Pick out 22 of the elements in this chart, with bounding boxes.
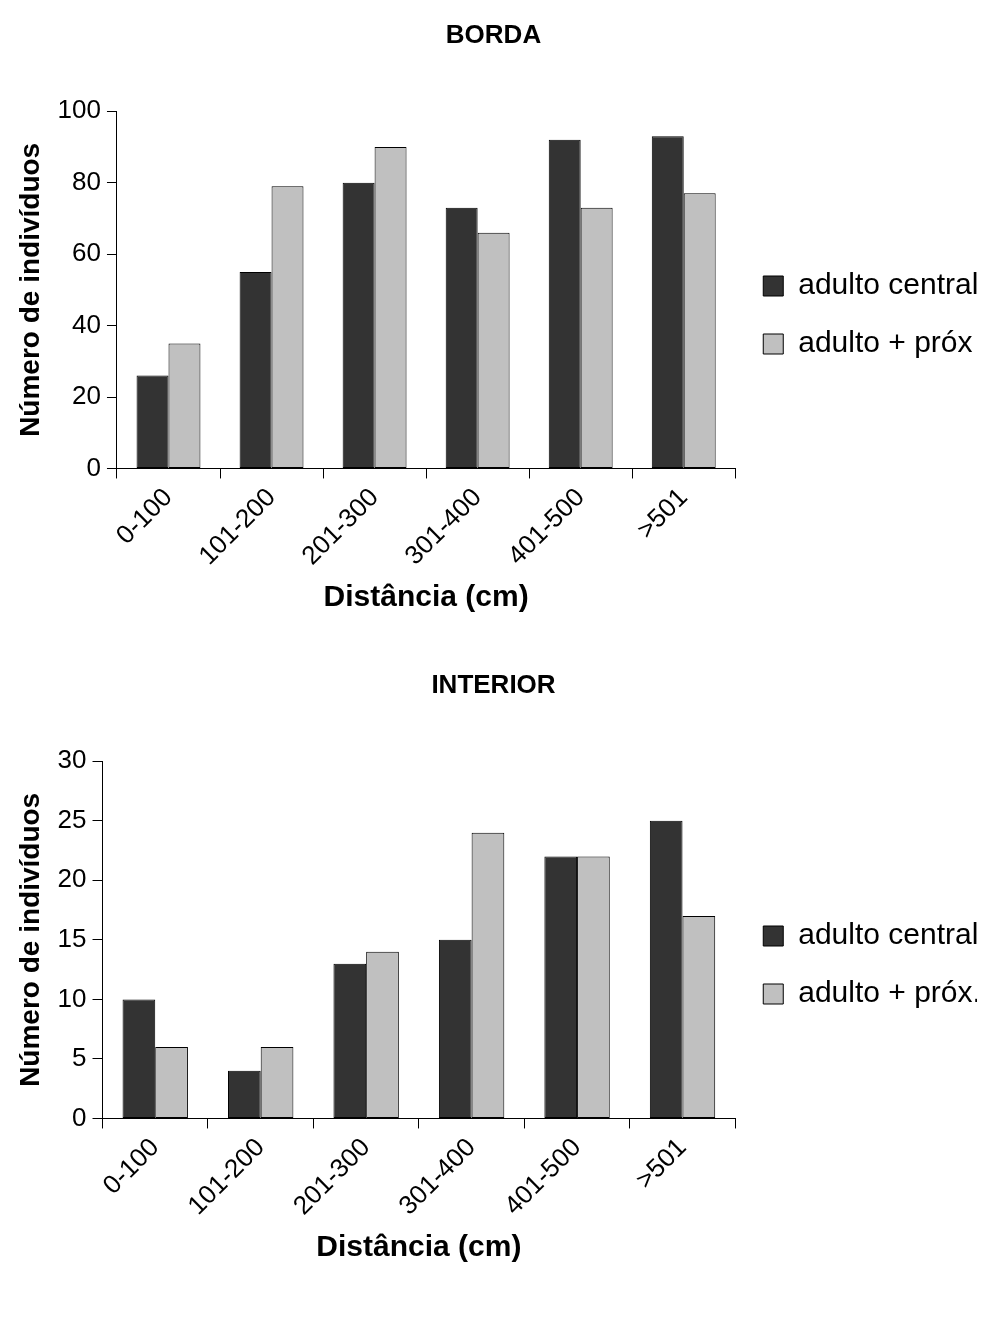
y-tick-label: 25 [57, 803, 87, 834]
y-tick-label: 15 [57, 923, 87, 954]
y-tick-label: 0 [86, 451, 101, 482]
y-tick-label: 40 [72, 308, 101, 339]
y-tick-label: 20 [57, 863, 87, 894]
legend-label: adulto + próx [798, 325, 973, 359]
y-tick-label: 80 [72, 165, 101, 196]
y-tick-label: 20 [72, 380, 101, 411]
chart-title: INTERIOR [431, 668, 556, 699]
chart-title: BORDA [445, 18, 542, 49]
y-axis-title: Número de indivíduos [13, 142, 45, 437]
y-tick-label: 10 [57, 982, 87, 1013]
y-tick-label: 30 [57, 744, 87, 775]
y-tick-label: 60 [72, 237, 101, 268]
legend-label: adulto central [798, 917, 979, 951]
y-axis-title: Número de indivíduos [13, 792, 45, 1087]
x-axis-title: Distância (cm) [316, 1229, 522, 1263]
legend-label: adulto central [798, 267, 979, 301]
y-tick-label: 100 [57, 94, 101, 125]
y-tick-label: 0 [72, 1101, 87, 1132]
y-tick-label: 5 [72, 1042, 87, 1073]
x-axis-title: Distância (cm) [323, 579, 529, 613]
